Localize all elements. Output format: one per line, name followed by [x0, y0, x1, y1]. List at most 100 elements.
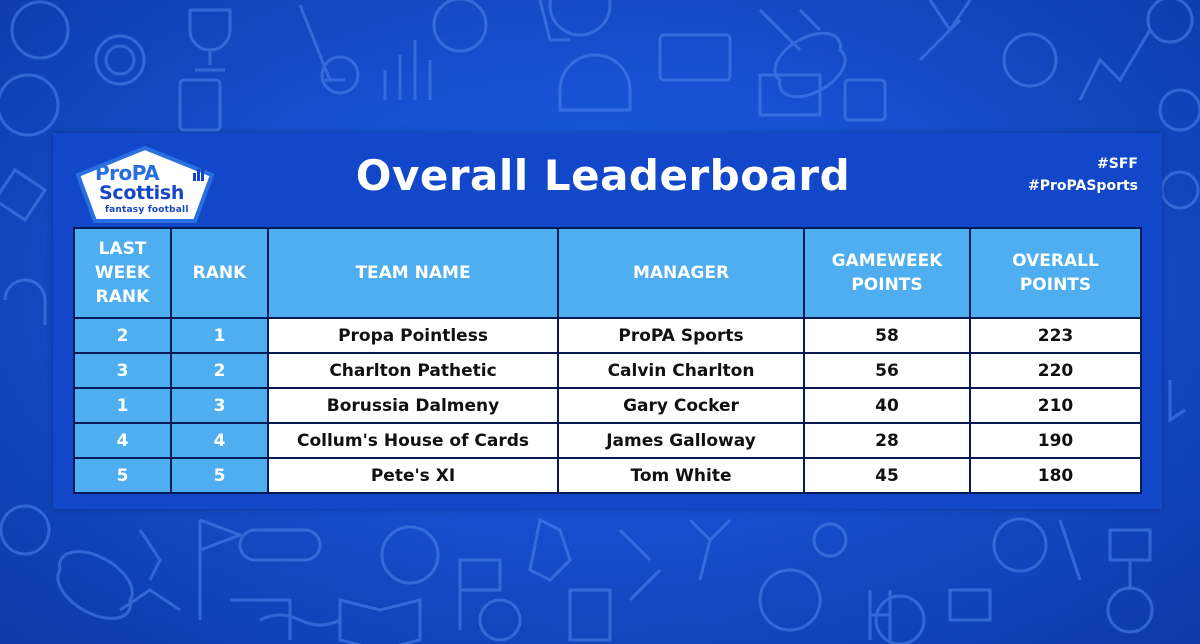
- table-row: 2 1 Propa Pointless ProPA Sports 58 223: [73, 317, 1142, 354]
- golfer-icon: [688, 518, 732, 581]
- table-row: 5 5 Pete's XI Tom White 45 180: [73, 457, 1142, 494]
- rank-cell: 1: [170, 317, 269, 354]
- football-icon: [548, 0, 612, 37]
- fingerprint-icon: [104, 44, 136, 76]
- shuttlecock-icon: [928, 0, 972, 33]
- last-week-rank-cell: 4: [73, 422, 172, 459]
- rank-cell: 2: [170, 352, 269, 389]
- hashtags: #SFF #ProPASports: [1028, 153, 1138, 197]
- header-manager: MANAGER: [557, 227, 805, 319]
- football-icon: [1106, 586, 1154, 634]
- hashtag-sff: #SFF: [1097, 156, 1138, 172]
- logo-subtitle-text: fantasy football: [105, 205, 189, 215]
- gameweek-points-cell: 58: [803, 317, 971, 354]
- leaderboard-table: LAST WEEK RANK RANK TEAM NAME MANAGER GA…: [73, 227, 1142, 494]
- football-icon: [380, 525, 440, 585]
- leaderboard-panel: ProPA Scottish fantasy football Overall …: [53, 133, 1162, 509]
- graph-icon: [1078, 29, 1152, 101]
- page-title: Overall Leaderboard: [355, 151, 851, 200]
- overall-points-cell: 190: [969, 422, 1142, 459]
- gamepad-icon: [238, 528, 322, 562]
- football-icon: [10, 0, 70, 60]
- logo-title-text: Scottish: [99, 182, 185, 204]
- rank-cell: 4: [170, 422, 269, 459]
- hockey-stick-icon: [138, 529, 162, 581]
- office-chair-icon: [1108, 528, 1152, 590]
- team-name-cell: Propa Pointless: [267, 317, 559, 354]
- hockey-stick-icon: [538, 0, 570, 42]
- book-icon: [338, 598, 422, 644]
- goalpost-icon: [868, 590, 892, 640]
- compass-icon: [320, 55, 360, 95]
- overall-points-cell: 210: [969, 387, 1142, 424]
- manager-cell: James Galloway: [557, 422, 805, 459]
- card-icon: [0, 167, 48, 223]
- manager-cell: Calvin Charlton: [557, 352, 805, 389]
- goal-icon: [230, 598, 292, 640]
- calculator-icon: [843, 78, 887, 122]
- gameweek-points-cell: 45: [803, 457, 971, 494]
- camera-lens-icon: [992, 517, 1048, 573]
- volleyball-icon: [478, 598, 522, 642]
- last-week-rank-cell: 3: [73, 352, 172, 389]
- shuttle-icon: [1160, 170, 1200, 210]
- whistle-icon: [618, 528, 662, 602]
- team-name-cell: Collum's House of Cards: [267, 422, 559, 459]
- headphones-icon: [3, 278, 47, 325]
- football-icon: [758, 568, 822, 632]
- manager-cell: Tom White: [557, 457, 805, 494]
- helmet-icon: [558, 53, 632, 112]
- header-team-name: TEAM NAME: [267, 227, 559, 319]
- checkered-flag-icon: [458, 558, 502, 630]
- header-rank: RANK: [170, 227, 269, 319]
- team-name-cell: Borussia Dalmeny: [267, 387, 559, 424]
- rugby-ball-icon: [773, 31, 847, 99]
- logo-brand-text: ProPA: [95, 161, 160, 185]
- header-overall-points: OVERALL POINTS: [969, 227, 1142, 319]
- table-row: 4 4 Collum's House of Cards James Gallow…: [73, 422, 1142, 459]
- last-week-rank-cell: 2: [73, 317, 172, 354]
- golf-icon: [1168, 380, 1186, 423]
- horse-icon: [528, 517, 572, 582]
- football-icon: [0, 73, 60, 137]
- hashtag-propasports: #ProPASports: [1028, 178, 1138, 194]
- pencil-icon: [918, 18, 962, 62]
- manager-cell: Gary Cocker: [557, 387, 805, 424]
- gameweek-points-cell: 28: [803, 422, 971, 459]
- team-name-cell: Pete's XI: [267, 457, 559, 494]
- gameweek-points-cell: 56: [803, 352, 971, 389]
- table-row: 3 2 Charlton Pathetic Calvin Charlton 56…: [73, 352, 1142, 389]
- basketball-icon: [874, 594, 926, 644]
- basketball-icon: [1158, 88, 1200, 132]
- overall-points-cell: 180: [969, 457, 1142, 494]
- card-icon: [568, 588, 612, 642]
- last-week-rank-cell: 1: [73, 387, 172, 424]
- header-last-week-rank: LAST WEEK RANK: [73, 227, 172, 319]
- gameweek-points-cell: 40: [803, 387, 971, 424]
- flag-icon: [198, 518, 245, 620]
- rank-cell: 5: [170, 457, 269, 494]
- table-header-row: LAST WEEK RANK RANK TEAM NAME MANAGER GA…: [73, 227, 1142, 319]
- medal-icon: [812, 522, 848, 558]
- pencil-icon: [1058, 519, 1082, 581]
- camera-lens-icon: [1002, 32, 1058, 88]
- bench-icon: [119, 588, 181, 612]
- typewriter-icon: [658, 33, 732, 82]
- trophy-icon: [188, 8, 232, 72]
- fingerprint-icon: [0, 504, 51, 556]
- checkered-flag-icon: [948, 588, 992, 622]
- cards-icon: [178, 78, 222, 132]
- propa-scottish-logo: ProPA Scottish fantasy football: [75, 145, 215, 223]
- overall-points-cell: 220: [969, 352, 1142, 389]
- table-row: 1 3 Borussia Dalmeny Gary Cocker 40 210: [73, 387, 1142, 424]
- overall-points-cell: 223: [969, 317, 1142, 354]
- pen-icon: [758, 8, 822, 52]
- manager-cell: ProPA Sports: [557, 317, 805, 354]
- fingerprint-icon: [94, 34, 146, 86]
- basketball-icon: [432, 0, 488, 53]
- chart-icon: [383, 40, 432, 100]
- clock-icon: [1146, 0, 1194, 44]
- rank-cell: 3: [170, 387, 269, 424]
- team-name-cell: Charlton Pathetic: [267, 352, 559, 389]
